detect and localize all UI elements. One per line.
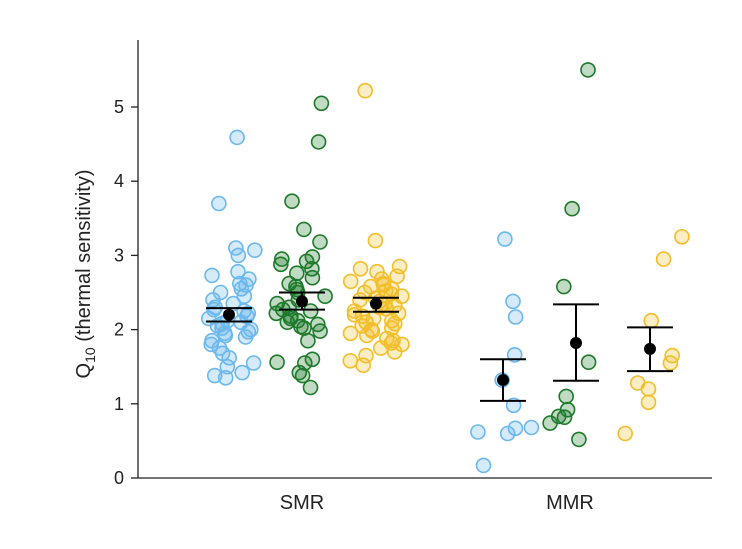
- data-point: [234, 364, 250, 381]
- data-point: [643, 312, 660, 329]
- x-category-label: SMR: [280, 492, 324, 514]
- data-point: [247, 242, 263, 258]
- data-point: [475, 457, 492, 474]
- mean-and-error-bars: [206, 291, 673, 402]
- data-point: [358, 327, 375, 344]
- x-category-labels: SMR MMR: [280, 492, 594, 514]
- data-point: [470, 424, 486, 440]
- data-point: [206, 301, 222, 318]
- data-point: [558, 388, 575, 405]
- x-category-label: MMR: [546, 492, 594, 514]
- data-point: [211, 195, 227, 212]
- data-point: [236, 288, 253, 305]
- y-tick-label: 1: [114, 394, 124, 414]
- data-point: [302, 379, 319, 396]
- y-tick-label: 3: [114, 245, 124, 265]
- data-point: [357, 82, 374, 99]
- data-point: [304, 351, 321, 368]
- data-point: [312, 234, 328, 250]
- data-point: [355, 357, 372, 374]
- data-point: [302, 303, 319, 319]
- data-point: [204, 267, 220, 284]
- data-point: [655, 251, 672, 267]
- mean-marker: [370, 297, 382, 310]
- data-point: [312, 323, 328, 339]
- data-point: [372, 340, 389, 356]
- data-point: [662, 355, 679, 371]
- data-point: [217, 327, 234, 344]
- data-point: [300, 332, 316, 349]
- data-point: [229, 129, 245, 146]
- data-point: [556, 409, 573, 426]
- y-tick-label: 4: [114, 171, 124, 191]
- data-point: [505, 293, 521, 310]
- data-point: [304, 269, 321, 286]
- data-point: [269, 354, 285, 371]
- data-point: [245, 355, 262, 371]
- data-point: [555, 278, 572, 295]
- data-point: [296, 221, 312, 238]
- data-point: [367, 232, 384, 249]
- data-point: [542, 415, 558, 431]
- data-point: [571, 431, 587, 448]
- data-point: [237, 329, 254, 345]
- data-point: [580, 62, 596, 78]
- data-point: [523, 419, 540, 436]
- data-point: [640, 381, 657, 397]
- mean-marker: [644, 342, 656, 355]
- data-point: [219, 358, 236, 375]
- data-point: [674, 229, 690, 245]
- y-tick-label: 0: [114, 468, 124, 488]
- y-axis-title-suffix: (thermal sensitivity): [73, 170, 95, 348]
- data-point: [342, 273, 359, 290]
- data-point: [217, 369, 234, 386]
- data-point: [310, 134, 327, 150]
- data-point: [617, 425, 634, 442]
- data-point: [342, 352, 359, 369]
- data-point: [317, 288, 333, 305]
- data-point: [273, 251, 290, 267]
- y-ticks: 0 1 2 3 4 5: [114, 97, 138, 488]
- data-point: [564, 200, 580, 217]
- y-axis-title-subscript: 10: [82, 347, 98, 363]
- data-point: [284, 193, 300, 209]
- data-point: [230, 247, 247, 264]
- data-point: [507, 309, 524, 325]
- data-point: [386, 298, 403, 314]
- data-point: [499, 425, 516, 442]
- mean-marker: [296, 295, 308, 308]
- data-points: [201, 62, 690, 474]
- data-point: [580, 354, 597, 371]
- data-point: [507, 420, 524, 437]
- data-point: [313, 95, 330, 112]
- data-point: [294, 367, 311, 384]
- y-axis-title-base: Q: [73, 363, 95, 379]
- data-point: [352, 260, 369, 277]
- data-point: [640, 394, 657, 411]
- data-point: [386, 344, 403, 360]
- data-point: [497, 231, 513, 247]
- axes: [137, 40, 712, 479]
- data-point: [203, 336, 219, 353]
- y-axis-title: Q10 (thermal sensitivity): [73, 170, 98, 379]
- data-point: [230, 263, 246, 280]
- mean-marker: [223, 308, 235, 321]
- data-point: [272, 256, 289, 273]
- data-point: [358, 347, 374, 364]
- mean-marker: [497, 374, 509, 387]
- data-point: [279, 314, 296, 331]
- y-tick-label: 2: [114, 320, 124, 340]
- y-tick-label: 5: [114, 97, 124, 117]
- mean-marker: [570, 336, 582, 349]
- data-point: [342, 325, 359, 342]
